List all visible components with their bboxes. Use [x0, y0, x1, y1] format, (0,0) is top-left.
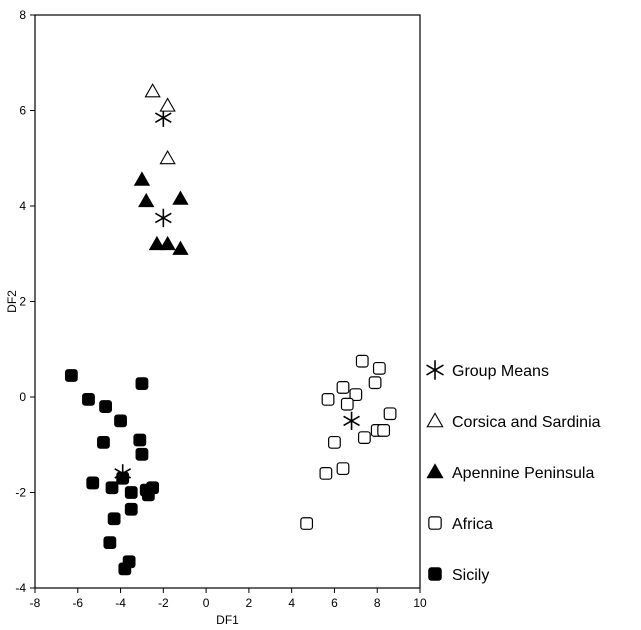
africa-point	[368, 376, 382, 390]
sicily-point	[116, 471, 130, 485]
sicily-point	[105, 481, 119, 495]
legend-label: Group Means	[452, 363, 549, 380]
apennine-point	[133, 171, 151, 186]
x-tick-label: 2	[246, 596, 253, 610]
sicily-point	[428, 567, 442, 581]
corsica-sardinia-point	[159, 97, 176, 112]
legend-label: Africa	[452, 516, 493, 533]
sicily-point	[124, 502, 138, 516]
sicily-point	[86, 476, 100, 490]
legend-label: Corsica and Sardinia	[452, 414, 601, 431]
y-tick-label: -4	[15, 581, 26, 595]
x-tick-label: -8	[30, 596, 41, 610]
africa-point	[340, 397, 354, 411]
apennine-point	[172, 190, 189, 205]
africa-point	[349, 388, 363, 402]
apennine-point	[159, 235, 176, 251]
corsica-sardinia-point	[144, 83, 161, 98]
sicily-point	[124, 486, 138, 499]
sicily-point	[141, 488, 155, 502]
group-mean-point	[426, 360, 444, 380]
apennine-point	[138, 192, 155, 208]
x-tick-label: -6	[72, 596, 83, 610]
legend-label: Apennine Peninsula	[452, 465, 594, 482]
apennine-point	[172, 240, 189, 255]
y-tick-label: -2	[15, 486, 26, 500]
sicily-point	[135, 377, 149, 391]
africa-point	[319, 467, 333, 480]
legend-label: Sicily	[452, 567, 489, 584]
africa-point	[383, 407, 397, 421]
legend: Group Means Corsica and Sardinia Apennine …	[426, 360, 601, 584]
legend-item: Corsica and Sardinia	[426, 412, 601, 431]
corsica-sardinia-point	[159, 149, 176, 165]
legend-item: Apennine Peninsula	[426, 463, 594, 482]
group-mean-point	[154, 208, 172, 228]
africa-point	[336, 381, 350, 394]
africa-point	[377, 424, 391, 437]
sicily-point	[133, 433, 147, 447]
africa-point	[321, 392, 335, 406]
legend-item: Group Means	[426, 360, 549, 380]
y-tick-label: 2	[19, 295, 26, 309]
sicily-point	[118, 562, 132, 576]
sicily-point	[103, 536, 117, 550]
apennine-point	[426, 463, 444, 479]
africa-point	[328, 435, 341, 449]
x-tick-label: 4	[288, 596, 295, 610]
africa-point	[372, 361, 386, 375]
sicily-point	[99, 400, 112, 413]
africa-point	[336, 462, 350, 476]
corsica-sardinia-point	[426, 412, 444, 428]
y-tick-label: 0	[19, 390, 26, 404]
x-tick-label: -2	[158, 596, 169, 610]
y-tick-label: 6	[19, 104, 26, 118]
y-tick-label: 4	[19, 199, 26, 213]
legend-item: Sicily	[428, 567, 489, 584]
sicily-point	[107, 512, 121, 526]
group-mean-point	[343, 411, 360, 431]
y-tick-label: 8	[19, 8, 26, 22]
plot-frame	[34, 14, 421, 589]
y-axis-label: DF2	[5, 290, 19, 313]
x-tick-label: 0	[203, 596, 210, 610]
africa-point	[355, 354, 369, 368]
sicily-point	[82, 392, 95, 406]
legend-item: Africa	[428, 516, 493, 533]
x-tick-label: 6	[331, 596, 338, 610]
sicily-point	[64, 369, 78, 382]
x-axis-label: DF1	[216, 613, 239, 627]
x-tick-label: 10	[413, 596, 427, 610]
x-tick-label: 8	[374, 596, 381, 610]
africa-point	[357, 431, 371, 444]
apennine-point	[148, 235, 166, 251]
sicily-point	[135, 447, 149, 461]
x-tick-label: -4	[115, 596, 126, 610]
africa-point	[428, 516, 442, 530]
africa-point	[300, 517, 314, 530]
sicily-point	[97, 435, 110, 449]
sicily-point	[114, 414, 127, 428]
